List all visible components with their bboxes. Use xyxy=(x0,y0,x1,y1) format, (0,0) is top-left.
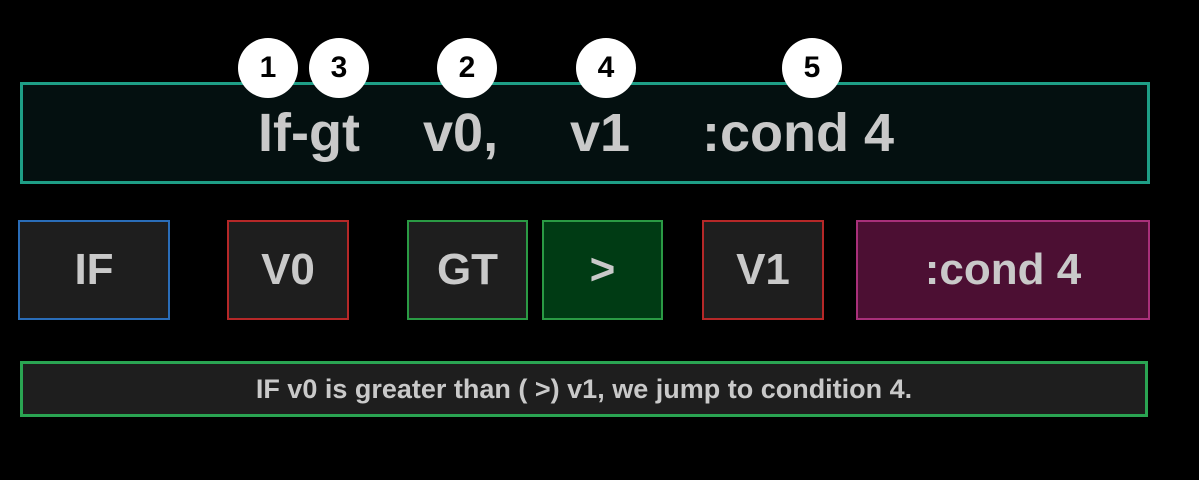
register-b-token: v1 xyxy=(570,103,631,163)
step-badge-4: 4 xyxy=(576,38,636,98)
register-a-token: v0, xyxy=(423,103,499,163)
opcode-token: If-gt xyxy=(258,103,360,163)
tile-if: IF xyxy=(18,220,170,320)
tile-gt: GT xyxy=(407,220,528,320)
step-badge-2: 2 xyxy=(437,38,497,98)
tile-gt-symbol: > xyxy=(542,220,663,320)
tile-cond: :cond 4 xyxy=(856,220,1150,320)
step-badge-1: 1 xyxy=(238,38,298,98)
step-badge-5: 5 xyxy=(782,38,842,98)
tile-v0: V0 xyxy=(227,220,349,320)
tile-v1: V1 xyxy=(702,220,824,320)
explanation-caption: IF v0 is greater than ( >) v1, we jump t… xyxy=(20,361,1148,417)
step-badge-3: 3 xyxy=(309,38,369,98)
target-token: :cond 4 xyxy=(702,103,895,163)
